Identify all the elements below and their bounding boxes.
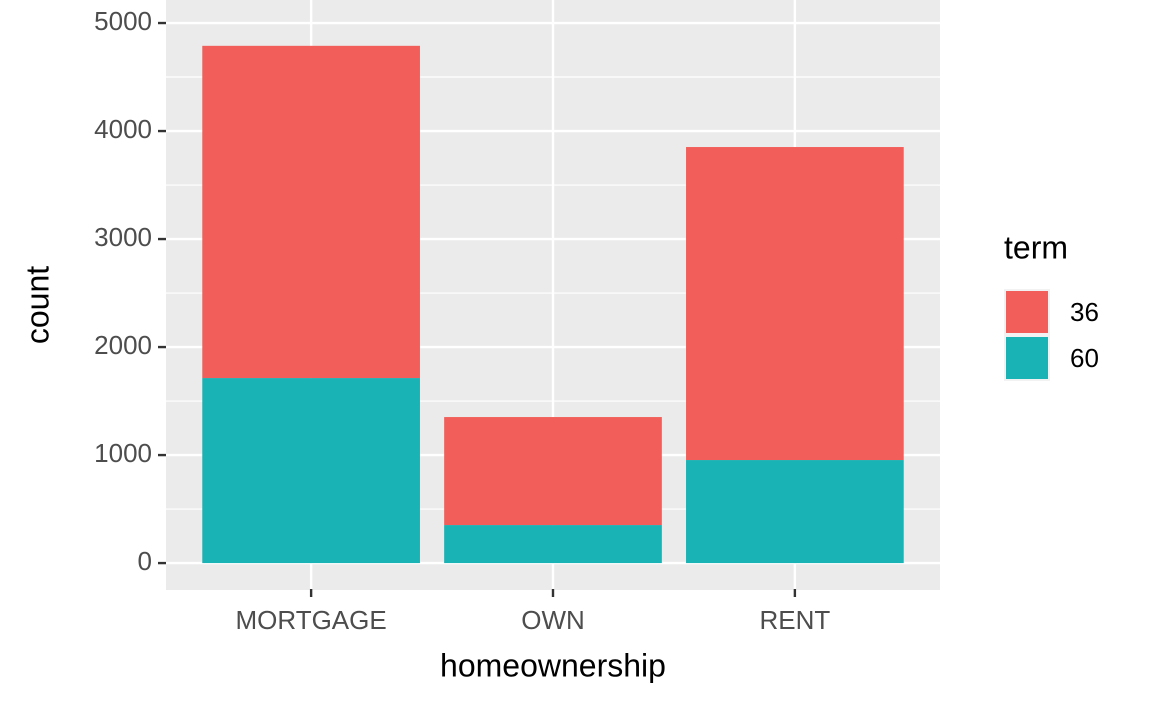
y-tick-label: 5000 (94, 6, 152, 36)
x-tick-label: OWN (521, 605, 585, 635)
legend-swatch (1006, 337, 1048, 379)
bar-segment (444, 525, 662, 564)
legend-label: 60 (1070, 343, 1099, 373)
x-axis-title: homeownership (440, 647, 666, 683)
bars (202, 45, 904, 564)
legend-swatch (1006, 291, 1048, 333)
bar-segment (686, 460, 904, 564)
x-tick-label: RENT (759, 605, 830, 635)
bar-segment (202, 378, 420, 564)
bar-segment (686, 147, 904, 461)
legend-title: term (1004, 229, 1068, 265)
legend: 36 60 (1004, 289, 1099, 381)
x-tick-label: MORTGAGE (236, 605, 387, 635)
bar-segment (202, 45, 420, 379)
y-tick-label: 0 (138, 546, 152, 576)
legend-label: 36 (1070, 297, 1099, 327)
y-tick-label: 4000 (94, 114, 152, 144)
bar-segment (444, 417, 662, 526)
y-tick-label: 3000 (94, 222, 152, 252)
y-tick-label: 1000 (94, 438, 152, 468)
y-tick-label: 2000 (94, 330, 152, 360)
y-axis-title: count (19, 266, 55, 344)
